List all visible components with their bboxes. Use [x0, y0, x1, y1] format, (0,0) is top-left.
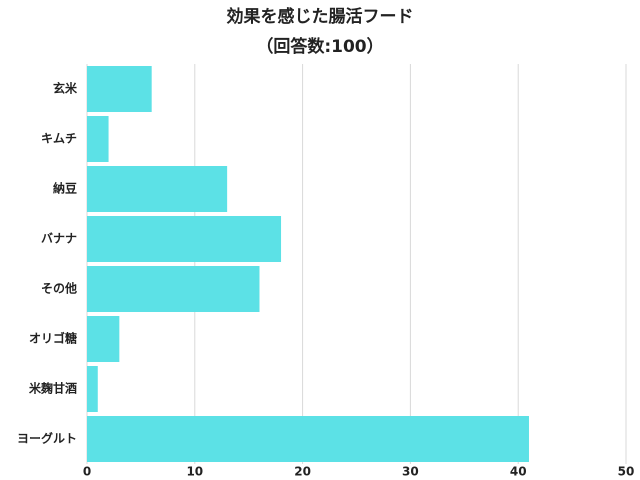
x-tick-label: 40 [510, 465, 527, 479]
bar [87, 66, 152, 112]
x-tick-label: 50 [618, 465, 635, 479]
y-tick-label: 玄米 [53, 81, 78, 96]
bar [87, 366, 98, 412]
bar [87, 316, 120, 362]
y-tick-label: 米麹甘酒 [29, 381, 77, 396]
bar [87, 266, 260, 312]
y-tick-label: バナナ [41, 232, 77, 246]
y-tick-label: キムチ [41, 132, 77, 146]
bar [87, 116, 109, 162]
y-tick-label: その他 [41, 281, 77, 296]
chart-title: 効果を感じた腸活フード [227, 6, 414, 27]
x-tick-label: 0 [83, 465, 91, 479]
chart-subtitle: （回答数:100） [256, 36, 383, 57]
x-tick-label: 30 [402, 465, 419, 479]
y-tick-label: 納豆 [53, 181, 77, 196]
x-tick-label: 10 [186, 465, 203, 479]
y-tick-label: ヨーグルト [17, 431, 77, 446]
bar [87, 166, 228, 212]
x-tick-label: 20 [294, 465, 311, 479]
bar [87, 216, 282, 262]
y-tick-label: オリゴ糖 [29, 331, 77, 346]
bar [87, 416, 529, 462]
